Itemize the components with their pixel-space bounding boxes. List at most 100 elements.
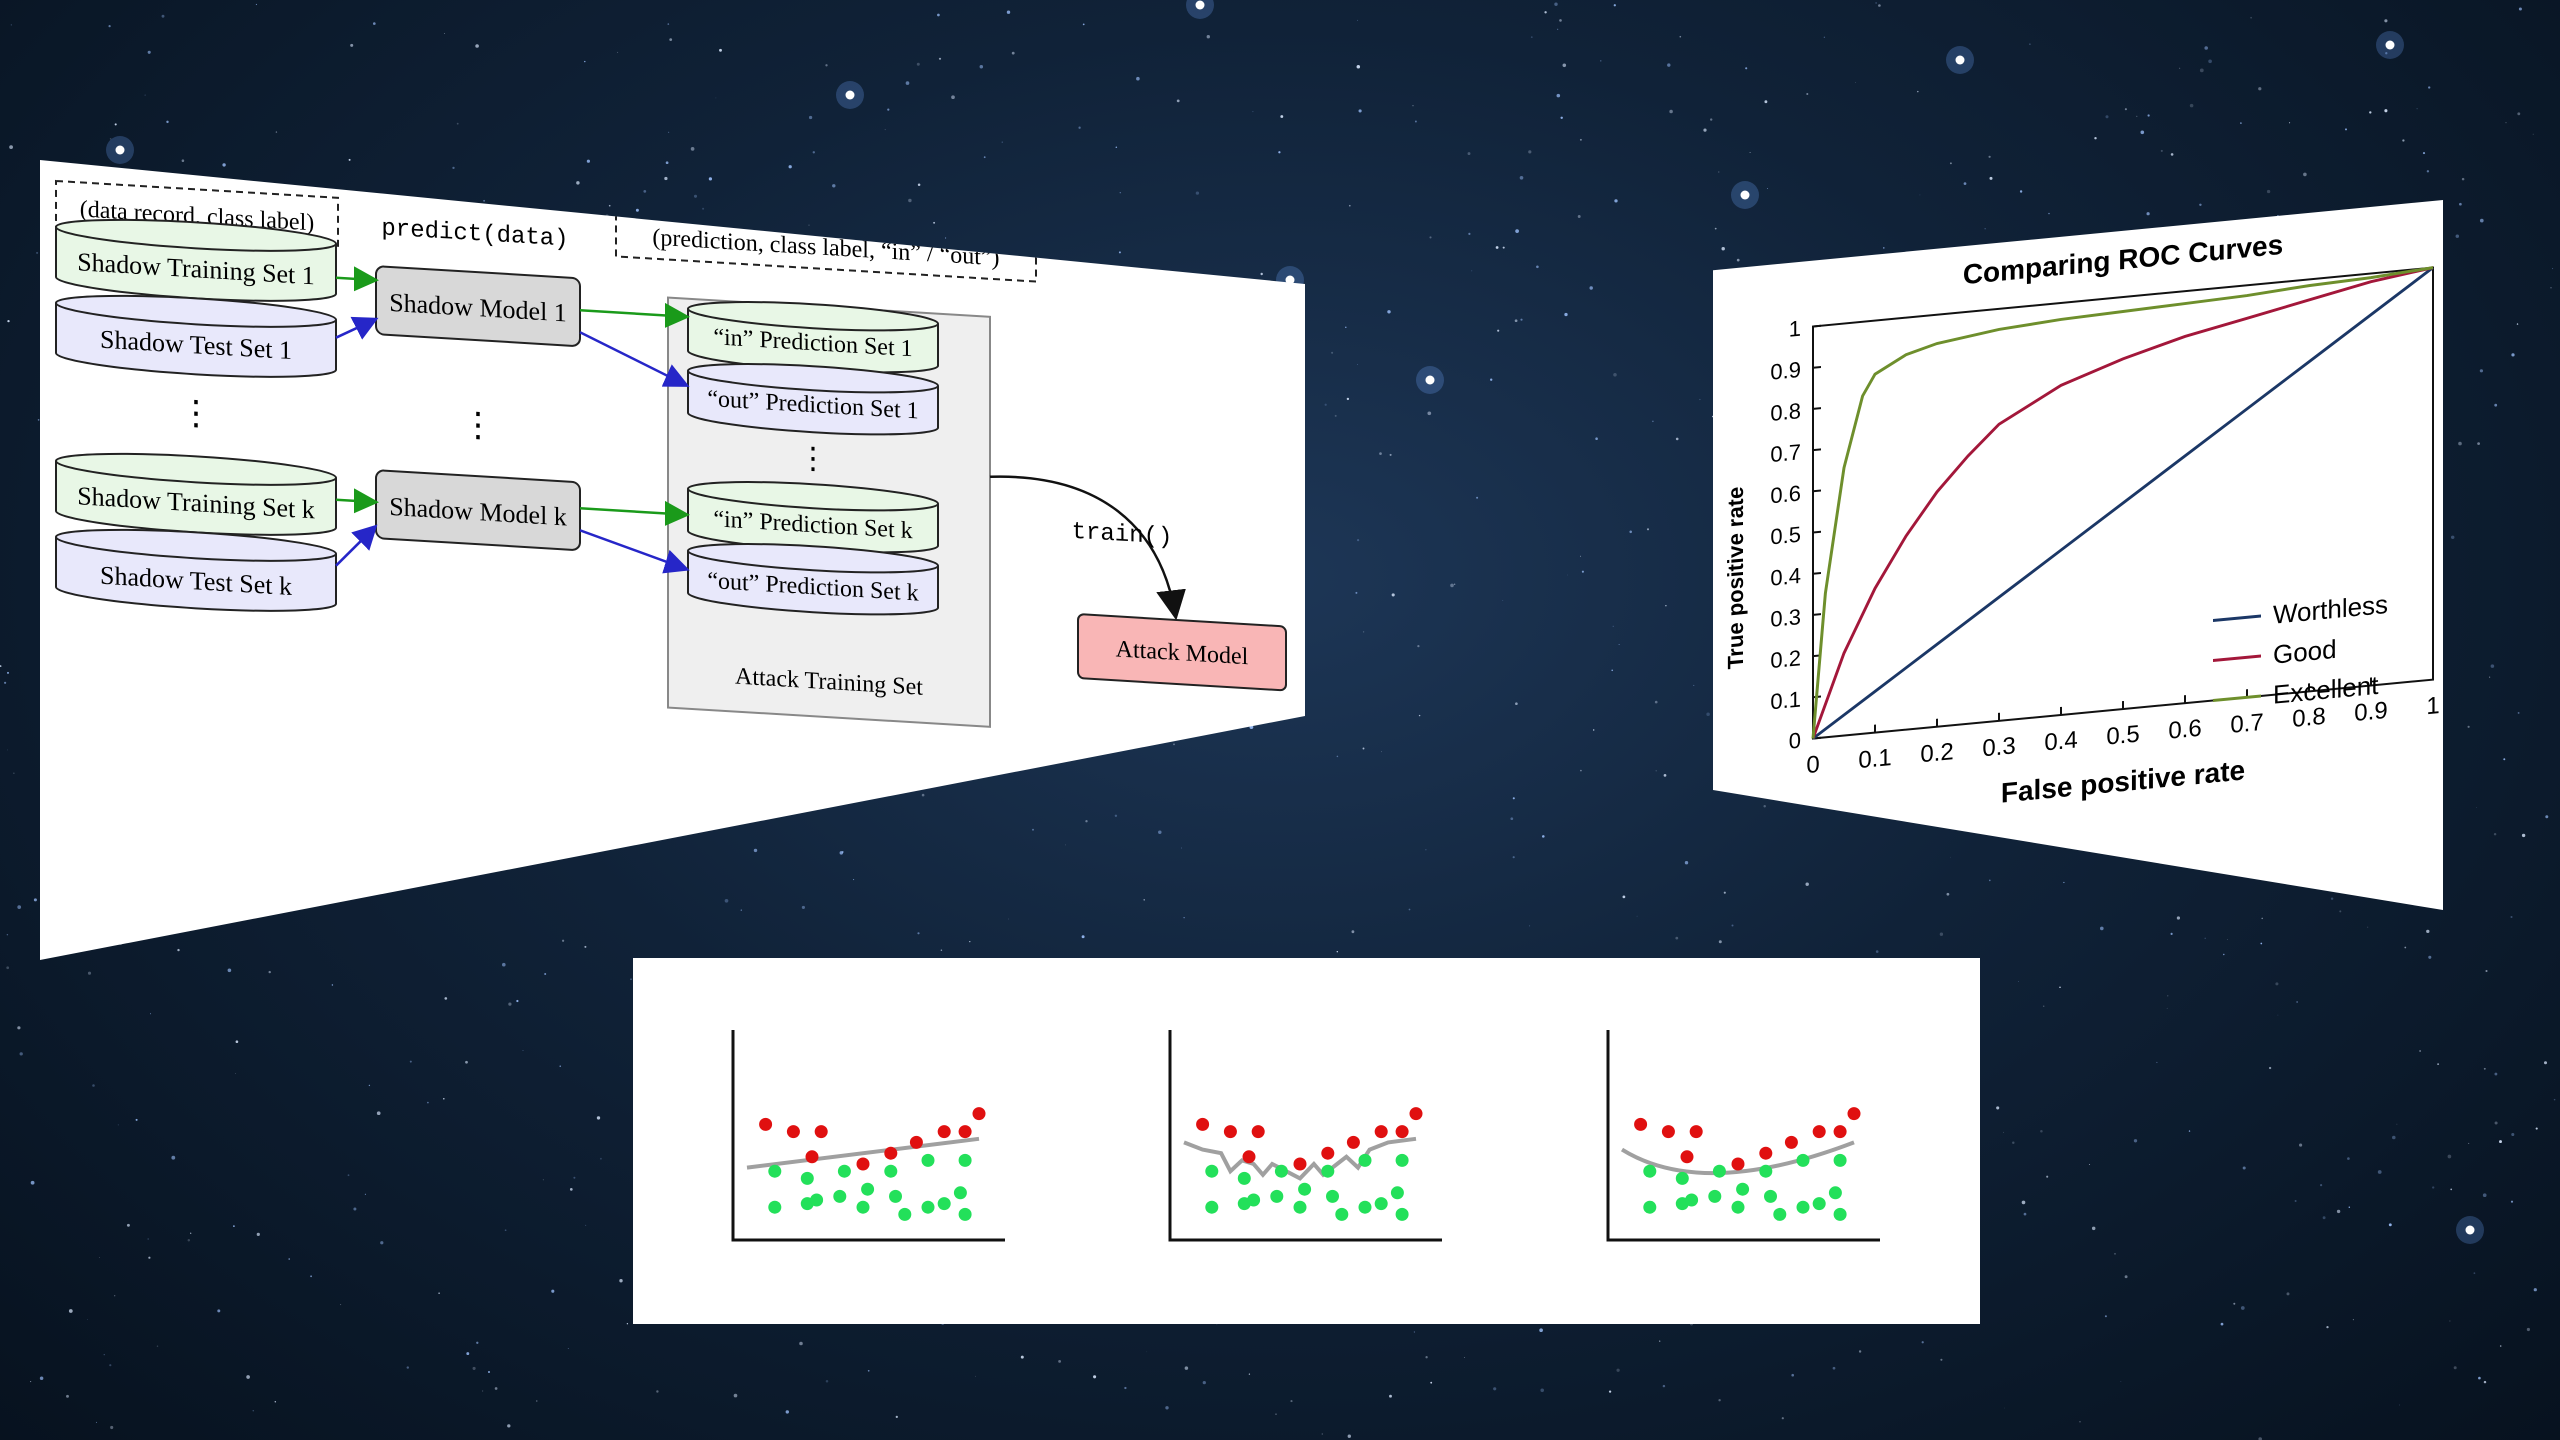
bright-star xyxy=(1285,275,1295,285)
roc-y-tick-label: 0.2 xyxy=(1770,645,1801,673)
star xyxy=(166,120,169,124)
red-point xyxy=(1784,1135,1798,1149)
star xyxy=(2289,122,2291,124)
star xyxy=(2493,832,2497,836)
star xyxy=(1669,109,1673,114)
star xyxy=(2208,59,2212,64)
star xyxy=(30,1381,32,1383)
star xyxy=(438,1292,440,1294)
star xyxy=(1512,797,1515,800)
star xyxy=(2147,114,2150,117)
star xyxy=(235,1073,236,1074)
star xyxy=(2449,1320,2451,1322)
star xyxy=(2004,1407,2005,1409)
red-point xyxy=(909,1135,923,1149)
star xyxy=(1275,1413,1277,1415)
star xyxy=(17,1026,21,1030)
star xyxy=(1202,1380,1206,1385)
star xyxy=(1355,591,1358,594)
star xyxy=(2482,1193,2487,1198)
star xyxy=(2146,212,2150,216)
star xyxy=(917,183,921,186)
star xyxy=(785,1410,789,1414)
red-point xyxy=(1759,1146,1773,1160)
green-point xyxy=(1796,1153,1810,1167)
star xyxy=(921,793,925,797)
star xyxy=(2468,1142,2470,1144)
green-point xyxy=(1759,1164,1773,1178)
star xyxy=(1115,146,1118,148)
roc-series-excellent xyxy=(1811,266,2434,739)
bright-star xyxy=(115,145,125,155)
star xyxy=(1252,111,1254,113)
roc-x-tick-label: 1 xyxy=(2426,692,2439,720)
star xyxy=(1580,555,1581,557)
star xyxy=(2048,212,2050,215)
star xyxy=(452,166,455,170)
star xyxy=(937,13,940,17)
green-point xyxy=(1796,1200,1810,1214)
star xyxy=(1348,204,1351,207)
star xyxy=(1539,1328,1543,1333)
star xyxy=(667,23,670,25)
star xyxy=(1875,2,1877,4)
star xyxy=(2124,1275,2128,1279)
star xyxy=(2499,1140,2502,1144)
green-point xyxy=(837,1164,851,1178)
star xyxy=(2299,1143,2303,1147)
star xyxy=(1476,496,1479,499)
star xyxy=(1718,171,1720,173)
green-point xyxy=(768,1164,782,1178)
star xyxy=(1356,64,1361,69)
green-point xyxy=(921,1200,935,1214)
star xyxy=(368,1084,371,1087)
star xyxy=(2367,926,2369,928)
star xyxy=(586,159,590,163)
star xyxy=(1248,1373,1251,1375)
roc-y-tick xyxy=(1813,571,1821,575)
star xyxy=(2204,46,2208,50)
star xyxy=(867,1369,870,1372)
green-point xyxy=(1712,1164,1726,1178)
star xyxy=(2296,1001,2298,1003)
roc-x-tick-label: 0.5 xyxy=(2106,721,2139,751)
star xyxy=(1357,19,1359,21)
roc-plot-area: 0 0.1 0.2 0.3 0.4 0.5 0.6 0.7 0.8 0.9 1 0 0.1 0.2 0.3 0… xyxy=(1770,266,2440,779)
red-point xyxy=(814,1125,828,1139)
star xyxy=(1536,265,1539,269)
star xyxy=(1530,36,1533,38)
star xyxy=(2226,939,2228,940)
star xyxy=(573,1176,576,1179)
star xyxy=(2160,149,2163,152)
star xyxy=(444,997,448,1000)
star xyxy=(940,949,943,951)
star xyxy=(2029,43,2031,45)
star xyxy=(1260,272,1263,276)
star xyxy=(2384,109,2388,113)
green-point xyxy=(800,1171,814,1185)
arrow-modelk-out xyxy=(579,529,690,574)
star xyxy=(1723,891,1726,894)
star xyxy=(2099,926,2104,931)
star xyxy=(1654,700,1658,704)
star xyxy=(2396,1123,2398,1125)
star xyxy=(630,978,632,981)
star xyxy=(599,1157,602,1160)
star xyxy=(724,898,729,903)
star xyxy=(87,1319,89,1321)
fit-axes xyxy=(1168,1030,1442,1242)
star xyxy=(1989,176,1993,180)
arrow-train-attack xyxy=(989,475,1186,621)
roc-x-tick-label: 0.6 xyxy=(2168,715,2201,745)
star xyxy=(1554,2,1558,6)
green-point xyxy=(1833,1207,1847,1221)
star xyxy=(916,62,920,66)
star xyxy=(2105,115,2109,119)
star xyxy=(2404,946,2407,949)
star xyxy=(147,1238,150,1240)
star xyxy=(1949,162,1952,165)
star xyxy=(1290,1400,1293,1403)
star xyxy=(2260,942,2263,945)
star xyxy=(2543,1061,2548,1065)
green-point xyxy=(921,1153,935,1167)
